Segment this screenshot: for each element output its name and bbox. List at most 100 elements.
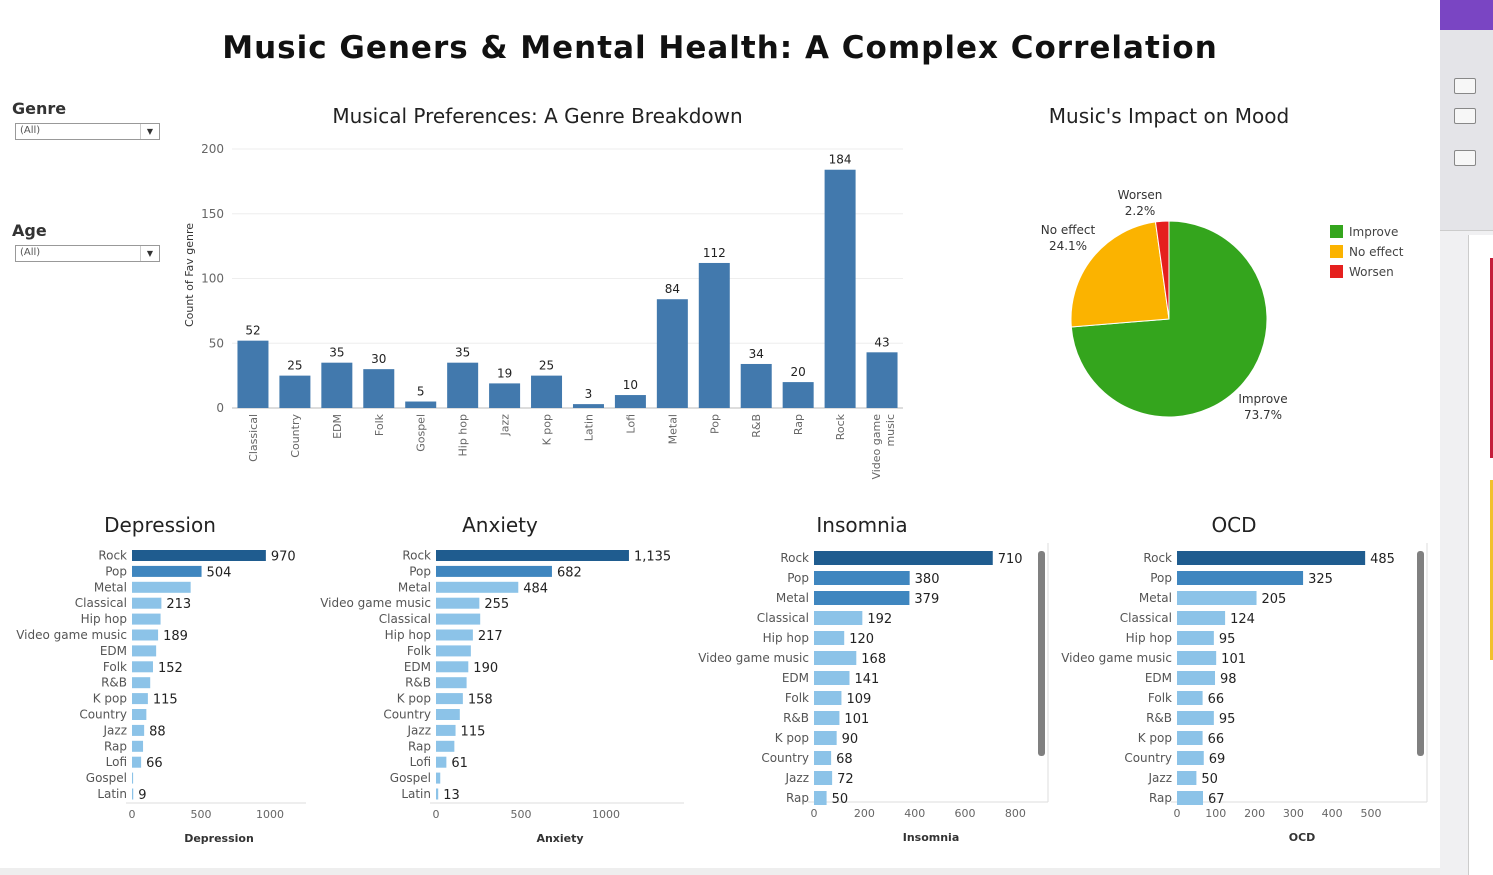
data-label: 484 [523, 581, 548, 596]
bar [814, 611, 863, 625]
grid-icon[interactable] [1454, 78, 1476, 94]
data-label: 184 [829, 153, 852, 167]
category-label: Jazz [785, 771, 810, 785]
data-label: 190 [473, 661, 498, 676]
category-label: R&B [101, 676, 127, 690]
bar [132, 756, 142, 768]
list-icon[interactable] [1454, 150, 1476, 166]
data-label: 95 [1219, 632, 1236, 647]
data-label: 66 [146, 756, 163, 771]
bar [1177, 671, 1216, 685]
category-label: Gospel [390, 771, 431, 785]
slice-percent: 24.1% [1049, 239, 1087, 253]
bar [132, 565, 202, 577]
data-label: 158 [468, 693, 493, 708]
category-label: Latin [401, 787, 431, 801]
data-label: 141 [854, 672, 879, 687]
bar [814, 571, 910, 585]
y-tick-label: 200 [201, 142, 224, 156]
age-filter-select[interactable]: (All) ▼ [15, 245, 160, 262]
genre-chart-title: Musical Preferences: A Genre Breakdown [332, 104, 743, 128]
data-label: 379 [914, 592, 939, 607]
x-tick-label: 400 [904, 807, 925, 820]
bar [132, 581, 191, 593]
category-label: Country [1124, 751, 1172, 765]
x-tick-label: 0 [433, 808, 440, 821]
bar [436, 597, 480, 609]
bar [614, 395, 646, 408]
data-label: 189 [163, 629, 188, 644]
chevron-down-icon[interactable]: ▼ [140, 124, 159, 139]
bar [436, 772, 441, 784]
scrollbar-thumb [1417, 551, 1424, 756]
bar [1177, 631, 1214, 645]
ocd-bar-chart: 0 100 200 300 400 500 OCD Rock 485 Pop 325 Metal 205… [1061, 543, 1428, 844]
bar [814, 751, 832, 765]
x-tick-label: Folk [373, 413, 386, 436]
bar [436, 613, 481, 625]
category-label: Lofi [106, 755, 127, 769]
bar [824, 169, 856, 408]
category-label: Video game music [1061, 651, 1172, 665]
data-label: 72 [837, 772, 854, 787]
x-tick-label: 0 [129, 808, 136, 821]
data-label: 255 [484, 597, 509, 612]
category-label: Rock [1143, 551, 1172, 565]
bar [436, 661, 469, 673]
category-label: Jazz [1148, 771, 1173, 785]
x-tick-label: K pop [541, 414, 554, 445]
x-tick-label: Country [289, 414, 302, 458]
data-label: 1,135 [634, 550, 671, 565]
category-label: Rap [408, 739, 431, 753]
legend-label: No effect [1349, 245, 1404, 259]
depression-chart-title: Depression [104, 513, 216, 537]
bar [132, 740, 144, 752]
x-tick-label: Latin [582, 414, 595, 441]
x-tick-label: 1000 [592, 808, 620, 821]
pie-slice-worsen [1154, 220, 1170, 320]
data-label: 10 [623, 378, 638, 392]
insomnia-bar-chart: 0 200 400 600 800 Insomnia Rock 710 Pop 380 Metal 3… [698, 543, 1049, 844]
data-label: 101 [844, 712, 869, 727]
category-label: Pop [787, 571, 809, 585]
x-tick-label: 500 [511, 808, 532, 821]
bar [447, 362, 479, 408]
bar [132, 788, 134, 800]
slice-label: Improve [1238, 392, 1287, 406]
category-label: Folk [785, 691, 809, 705]
x-axis-label: Anxiety [536, 832, 583, 845]
data-label: 213 [166, 597, 191, 612]
genre-filter-select[interactable]: (All) ▼ [15, 123, 160, 140]
x-tick-label: 200 [1244, 807, 1265, 820]
category-label: K pop [775, 731, 809, 745]
data-label: 112 [703, 246, 726, 260]
category-label: Hip hop [763, 631, 809, 645]
mood-pie-chart[interactable]: Improve 73.7% No effect 24.1% Worsen 2.2% Impr… [1041, 188, 1404, 422]
data-label: 485 [1370, 552, 1395, 567]
bar [814, 791, 827, 805]
bar [814, 651, 857, 665]
bar [132, 724, 145, 736]
data-label: 66 [1208, 692, 1225, 707]
data-label: 710 [998, 552, 1023, 567]
side-window-strip [1440, 0, 1493, 875]
x-tick-label: Gospel [415, 414, 428, 452]
x-tick-label: 500 [191, 808, 212, 821]
genre-filter-value: (All) [20, 125, 41, 136]
data-label: 25 [539, 359, 554, 373]
bar [436, 756, 447, 768]
bar [740, 363, 772, 408]
data-label: 682 [557, 565, 582, 580]
data-label: 325 [1308, 572, 1333, 587]
category-label: Video game music [320, 596, 431, 610]
category-label: Lofi [410, 755, 431, 769]
x-tick-label: EDM [331, 414, 344, 439]
category-label: Classical [757, 611, 809, 625]
chevron-down-icon[interactable]: ▼ [140, 246, 159, 261]
document-icon[interactable] [1454, 108, 1476, 124]
x-tick-label: Jazz [499, 414, 512, 437]
data-label: 95 [1219, 712, 1236, 727]
data-label: 109 [846, 692, 871, 707]
